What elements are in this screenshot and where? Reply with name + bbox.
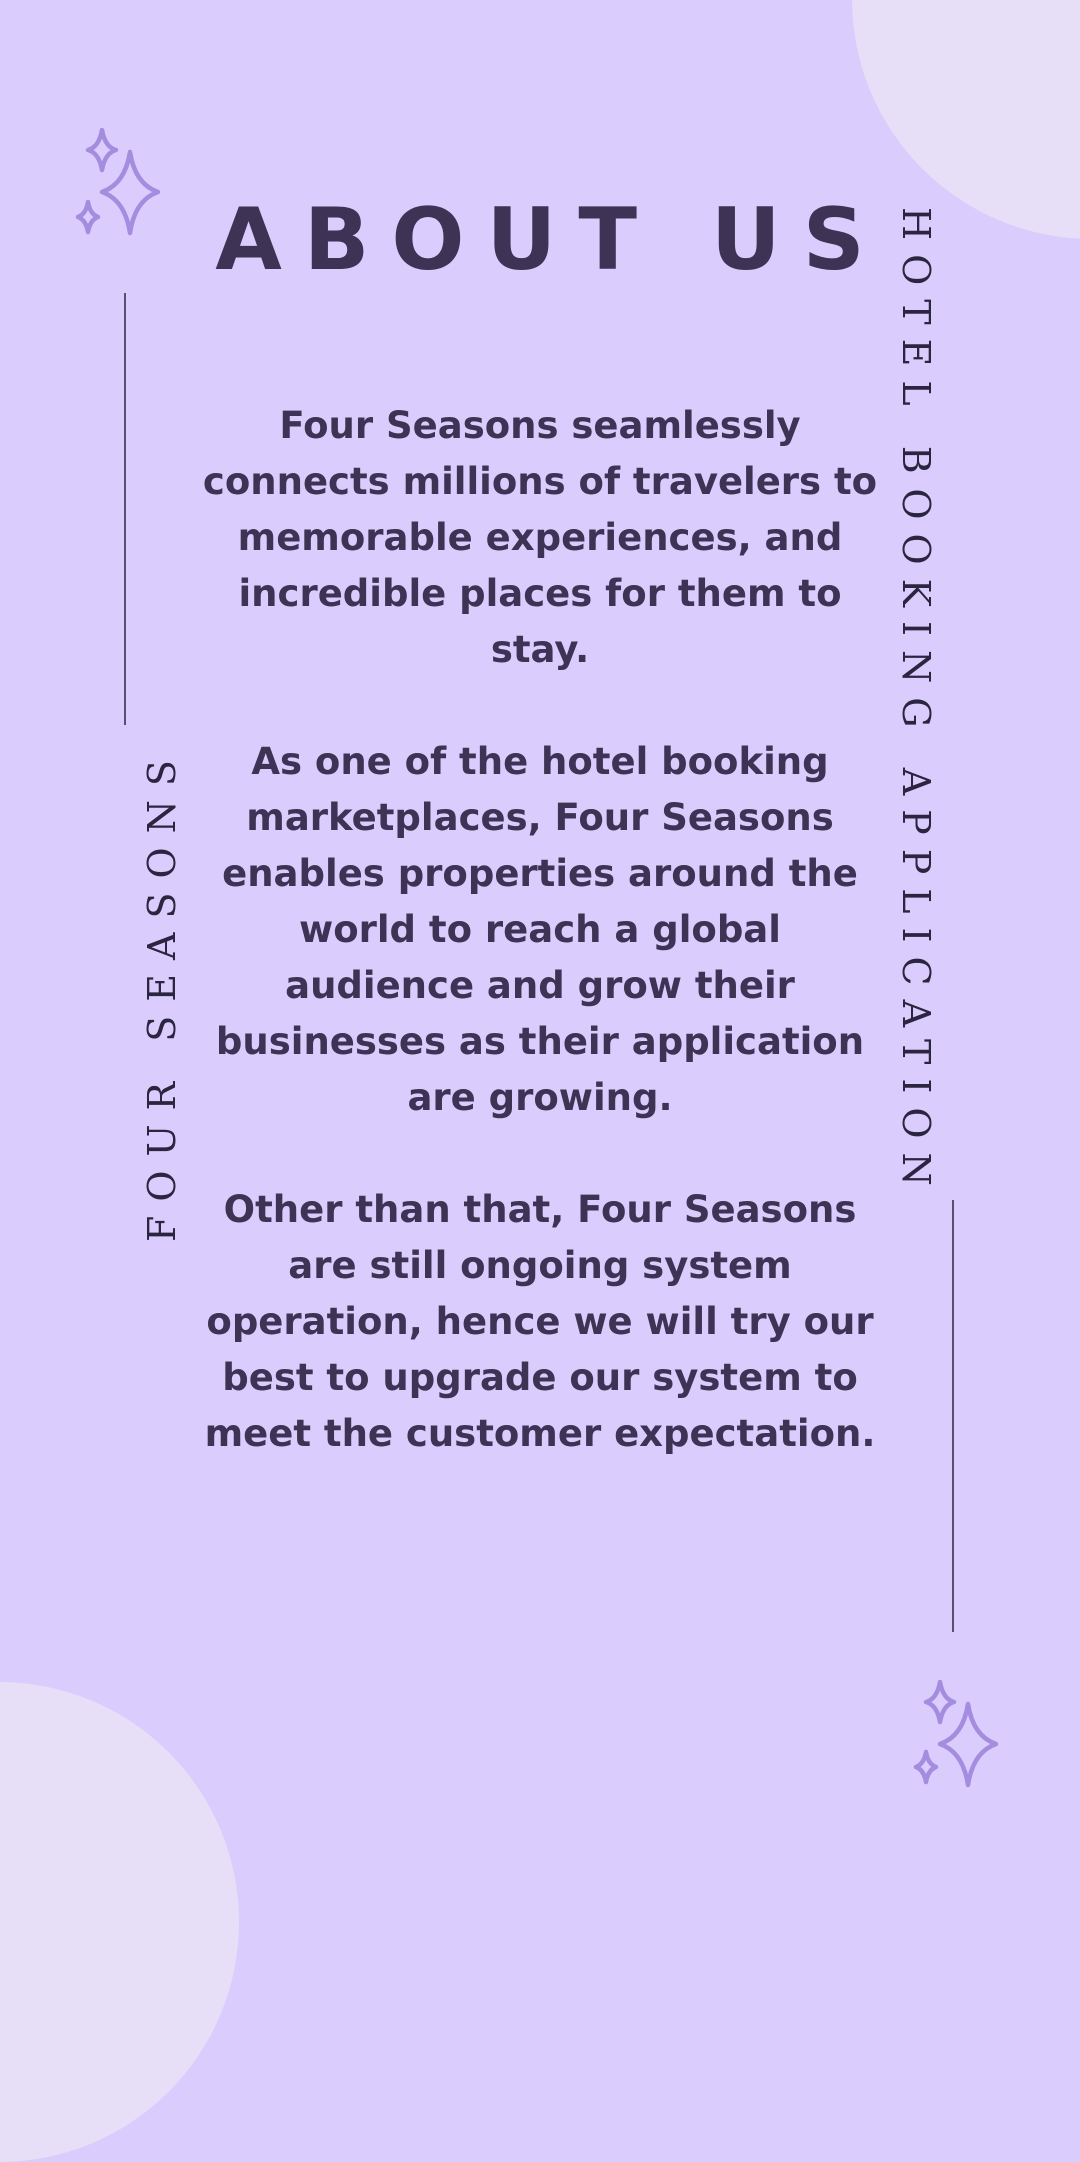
about-paragraph: Other than that, Four Seasons are still … (204, 1188, 876, 1455)
decorative-blob-bottom-left (0, 1682, 239, 2162)
side-label-four-seasons: FOUR SEASONS (140, 746, 184, 1242)
page-title: ABOUT US (215, 190, 887, 290)
divider-line-left (124, 293, 126, 725)
about-paragraph: Four Seasons seamlessly connects million… (202, 404, 878, 671)
divider-line-right (952, 1200, 954, 1632)
side-label-hotel-booking-application: HOTEL BOOKING APPLICATION (894, 207, 938, 1200)
sparkle-icon (913, 1680, 999, 1788)
sparkle-icon (75, 128, 161, 236)
about-paragraph: As one of the hotel booking marketplaces… (215, 740, 865, 1119)
about-content: Four Seasons seamlessly connects million… (200, 398, 880, 1462)
